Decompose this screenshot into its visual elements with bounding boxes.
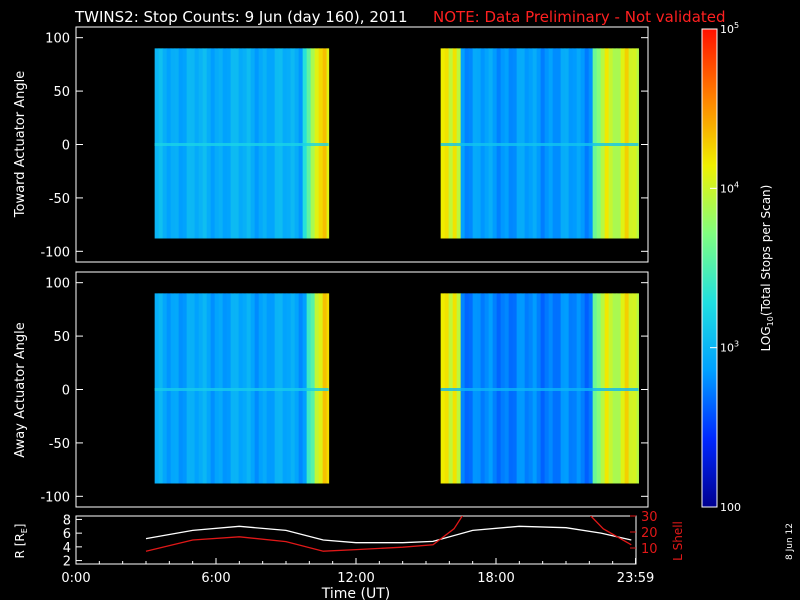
y-tick-label-0: 100	[45, 32, 70, 47]
time-x-ticks: 0:00 6:00 12:00 18:00 23:59	[61, 558, 654, 586]
y-tick-label-0: 100	[45, 277, 70, 292]
colorbar-frame	[701, 28, 718, 508]
y-tick-label-1: 50	[53, 85, 70, 100]
y-tick-label-4: -100	[40, 245, 70, 260]
y-tick-label-2: 0	[62, 139, 70, 154]
y-tick-label-1: 50	[53, 330, 70, 345]
left-tick-label-0: 2	[63, 555, 71, 570]
orbit-lines	[145, 516, 632, 552]
away-y-label: Away Actuator Angle	[13, 322, 28, 457]
left-tick-label-1: 4	[63, 541, 71, 556]
colorbar-tick-label-1: 104	[720, 180, 739, 195]
away-heatmap	[154, 293, 639, 484]
radius-label-end: ]	[13, 524, 27, 529]
right-tick-label-2: 30	[641, 510, 658, 525]
right-tick-label-1: 20	[641, 526, 658, 541]
x-tick-label-4: 23:59	[617, 571, 654, 586]
x-axis-label: Time (UT)	[321, 586, 390, 600]
preliminary-note: NOTE: Data Preliminary - Not validated	[433, 8, 726, 26]
radius-line	[145, 525, 632, 544]
away-panel: 100 50 0 -50 -100 Away Actuator Angle	[13, 271, 649, 508]
radius-label-main: R [R	[13, 533, 27, 558]
colorbar-tick-label-2: 103	[720, 340, 739, 355]
left-tick-label-2: 6	[63, 527, 71, 542]
radius-axis-label: R [RE]	[13, 524, 29, 559]
chart-title: TWINS2: Stop Counts: 9 Jun (day 160), 20…	[74, 8, 408, 26]
colorbar-label-end: (Total Stops per Scan)	[759, 185, 773, 316]
radius-label-sub: E	[20, 528, 29, 533]
x-tick-label-3: 18:00	[477, 571, 514, 586]
y-tick-label-3: -50	[49, 437, 70, 452]
side-date: 8 Jun 12	[785, 523, 795, 560]
zero-angle-stripe-1	[440, 143, 639, 146]
x-tick-label-2: 12:00	[337, 571, 374, 586]
colorbar-tick-label-0: 105	[720, 21, 739, 36]
colorbar-scale	[702, 29, 717, 507]
away-y-ticks: 100 50 0 -50 -100	[40, 277, 648, 505]
orbit-panel-frame	[75, 515, 637, 565]
right-tick-label-0: 10	[641, 542, 658, 557]
x-tick-label-0: 0:00	[61, 571, 90, 586]
toward-y-label: Toward Actuator Angle	[13, 71, 28, 218]
toward-y-ticks: 100 50 0 -50 -100	[40, 32, 648, 260]
left-tick-label-3: 8	[63, 513, 71, 528]
y-tick-label-2: 0	[62, 384, 70, 399]
toward-heatmap	[154, 48, 639, 239]
colorbar-label: LOG10(Total Stops per Scan)	[759, 185, 775, 352]
toward-panel: 100 50 0 -50 -100 Toward Actuator Angle	[13, 26, 649, 263]
lshell-axis-label: L Shell	[671, 521, 685, 561]
zero-angle-stripe-0	[154, 143, 329, 146]
colorbar-label-log: LOG	[759, 326, 773, 351]
zero-angle-stripe-1	[440, 388, 639, 391]
colorbar: 105 104 103 100 LOG10(Total Stops per Scan)	[701, 21, 775, 514]
colorbar-ticks: 105 104 103 100	[710, 21, 741, 514]
y-tick-label-4: -100	[40, 490, 70, 505]
zero-angle-stripe-0	[154, 388, 329, 391]
colorbar-label-sub: 10	[766, 316, 775, 326]
lshell-line	[145, 516, 632, 552]
y-tick-label-3: -50	[49, 192, 70, 207]
colorbar-tick-label-3: 100	[720, 501, 741, 514]
x-tick-label-1: 6:00	[201, 571, 230, 586]
